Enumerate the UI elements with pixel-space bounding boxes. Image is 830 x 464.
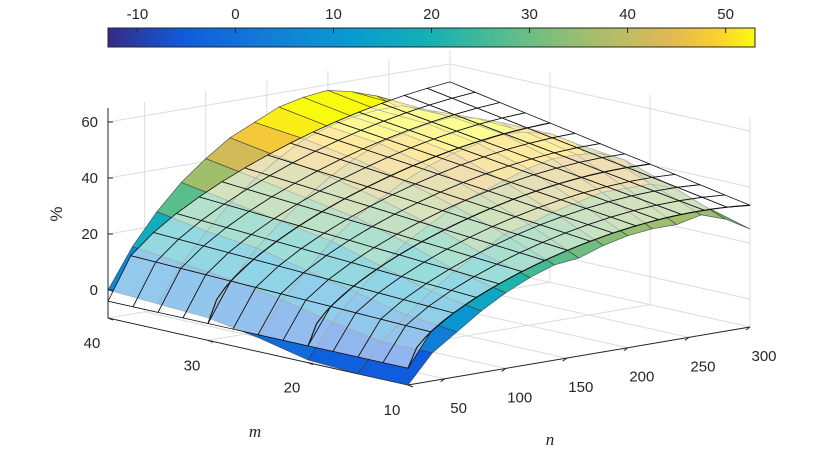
x-tick-label: 50	[450, 400, 467, 417]
y-tick-label: 20	[284, 380, 301, 397]
z-tick-label: 60	[81, 114, 98, 131]
y-axis-label: m	[249, 422, 261, 441]
x-axis-line	[407, 326, 751, 386]
y-tick-label: 40	[84, 335, 101, 352]
colorbar-tick-label: 50	[717, 6, 734, 23]
x-tick-label: 300	[751, 348, 776, 365]
y-tick-mark	[107, 317, 114, 321]
x-tick-mark	[562, 357, 568, 362]
z-axis-label: %	[47, 206, 66, 221]
wireframe-curve	[407, 204, 751, 369]
wireframe-curve	[207, 122, 551, 324]
colorbar-tick-label: 10	[325, 6, 342, 23]
colorbar-tick-label: 0	[231, 6, 239, 23]
x-tick-mark	[684, 336, 690, 341]
x-tick-mark	[623, 347, 629, 352]
y-tick-mark	[307, 362, 314, 366]
x-tick-mark	[440, 378, 445, 383]
x-tick-mark	[745, 326, 751, 331]
y-tick-label: 30	[184, 357, 201, 374]
colorbar: -10 0 10 20 30 40 50	[107, 6, 756, 48]
x-tick-label: 100	[507, 389, 532, 406]
x-tick-label: 200	[629, 369, 654, 386]
y-tick-mark	[207, 339, 214, 343]
z-tick-label: 40	[81, 170, 98, 187]
wireframe-curve	[307, 163, 651, 347]
x-tick-mark	[501, 368, 507, 372]
bound-wireframe	[107, 81, 751, 369]
tick-labels: 0 20 40 60 50 100 150 200 250 300 10 20 30 40	[81, 114, 776, 419]
z-tick-label: 0	[90, 282, 98, 299]
z-tick-label: 20	[81, 226, 98, 243]
y-tick-label: 10	[384, 402, 401, 419]
x-tick-label: 150	[568, 379, 593, 396]
x-tick-label: 250	[690, 358, 715, 375]
colorbar-tick-label: 20	[423, 6, 440, 23]
x-axis-label: n	[546, 430, 555, 449]
colorbar-tick-label: 30	[521, 6, 538, 23]
y-tick-mark	[407, 384, 414, 388]
colorbar-tick-label: 40	[619, 6, 636, 23]
colorbar-tick-label: -10	[127, 6, 149, 23]
